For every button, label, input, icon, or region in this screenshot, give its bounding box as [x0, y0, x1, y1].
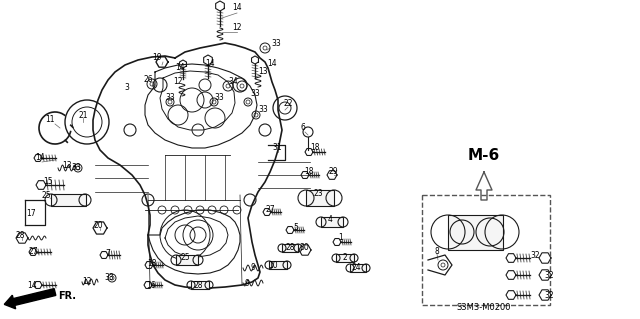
Text: 30: 30	[299, 243, 309, 253]
Bar	[321, 217, 343, 227]
FancyArrow shape	[4, 289, 56, 309]
Text: 11: 11	[45, 115, 55, 124]
Text: 15: 15	[43, 177, 53, 187]
Text: 33: 33	[214, 93, 224, 102]
Bar	[282, 244, 298, 252]
Text: 19: 19	[152, 54, 162, 63]
Bar	[51, 194, 86, 206]
Text: 8: 8	[435, 247, 440, 256]
Text: 12: 12	[83, 278, 92, 286]
Text: FR.: FR.	[58, 291, 76, 301]
Bar	[336, 254, 354, 262]
Text: 7: 7	[106, 249, 111, 257]
Text: 12: 12	[173, 78, 183, 86]
Text: 28: 28	[193, 280, 203, 290]
Text: 14: 14	[175, 63, 185, 72]
Text: 3: 3	[125, 84, 129, 93]
Text: 33: 33	[165, 93, 175, 102]
Text: 26: 26	[143, 76, 153, 85]
Text: 32: 32	[544, 271, 554, 279]
Text: 22: 22	[284, 100, 292, 108]
Text: 14: 14	[27, 280, 37, 290]
Text: 34: 34	[228, 78, 238, 86]
Bar	[269, 261, 287, 269]
Text: 25: 25	[180, 254, 190, 263]
Text: 14: 14	[232, 4, 242, 12]
Text: 14: 14	[205, 58, 215, 68]
Text: 18: 18	[310, 144, 320, 152]
Text: 20: 20	[93, 220, 103, 229]
Text: 2: 2	[342, 254, 348, 263]
Text: 24: 24	[351, 263, 361, 272]
Text: 29: 29	[328, 167, 338, 176]
Text: 27: 27	[265, 205, 275, 214]
Bar	[191, 281, 209, 289]
Text: 14: 14	[267, 58, 277, 68]
Text: 33: 33	[71, 164, 81, 173]
Text: 25: 25	[41, 190, 51, 199]
Text: 6: 6	[301, 123, 305, 132]
Text: 13: 13	[258, 68, 268, 77]
Bar	[176, 255, 198, 265]
Text: 28: 28	[285, 242, 295, 251]
Text: 10: 10	[268, 261, 278, 270]
Text: 21: 21	[78, 110, 88, 120]
Text: 33: 33	[104, 273, 114, 283]
Text: 33: 33	[250, 88, 260, 98]
Text: S3M3-M0200: S3M3-M0200	[457, 303, 511, 313]
Text: 27: 27	[28, 248, 38, 256]
Text: 17: 17	[26, 209, 36, 218]
Text: 31: 31	[272, 144, 282, 152]
Text: 33: 33	[258, 106, 268, 115]
Bar	[422, 195, 550, 305]
Text: 13: 13	[62, 160, 72, 169]
Text: 4: 4	[328, 216, 332, 225]
Text: 14: 14	[35, 153, 45, 162]
Text: 5: 5	[294, 224, 298, 233]
Text: 32: 32	[544, 291, 554, 300]
Text: M-6: M-6	[468, 147, 500, 162]
Text: 32: 32	[530, 250, 540, 259]
Text: 1: 1	[339, 234, 344, 242]
Text: 33: 33	[271, 39, 281, 48]
Text: 12: 12	[232, 24, 242, 33]
Bar	[350, 264, 366, 272]
Text: 16: 16	[146, 280, 156, 290]
Text: 28: 28	[15, 231, 25, 240]
Text: 9: 9	[244, 278, 250, 287]
Text: 18: 18	[304, 167, 314, 176]
Text: 18: 18	[147, 258, 157, 268]
Text: 23: 23	[313, 189, 323, 197]
Bar	[306, 190, 334, 206]
Bar	[448, 215, 503, 250]
Text: 9: 9	[251, 263, 255, 271]
